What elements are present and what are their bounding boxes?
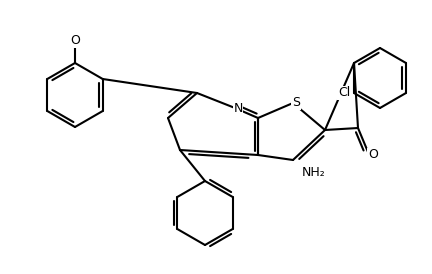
Text: S: S xyxy=(292,96,300,110)
Text: Cl: Cl xyxy=(338,87,350,99)
Text: N: N xyxy=(233,101,243,115)
Text: NH₂: NH₂ xyxy=(302,165,326,178)
Text: O: O xyxy=(70,35,80,47)
Text: O: O xyxy=(368,149,378,161)
